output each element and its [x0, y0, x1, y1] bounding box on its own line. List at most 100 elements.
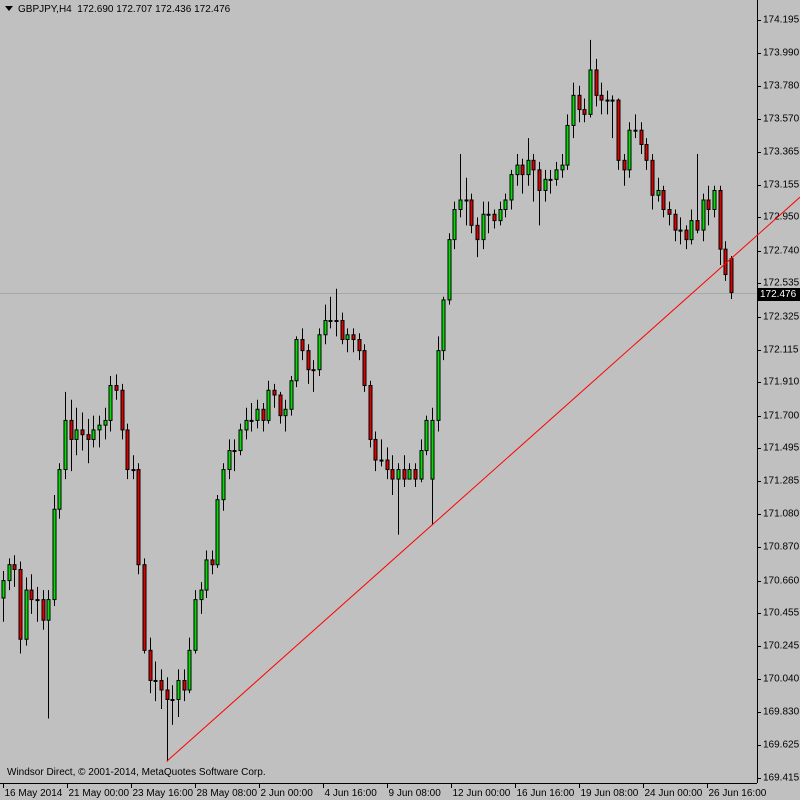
candle-body-bull	[656, 189, 661, 196]
candle-body-bull	[317, 334, 322, 371]
price-tick-label: 172.535	[763, 278, 800, 289]
candle-body-bull	[509, 174, 514, 201]
price-tick-label: 172.115	[763, 345, 799, 356]
candle-body-bull	[605, 99, 610, 102]
candle-body-bull	[515, 164, 520, 176]
candle-body-bear	[278, 394, 283, 417]
candle-body-bull	[424, 419, 429, 452]
candle-body-bull	[244, 419, 249, 431]
candle-body-bull	[498, 209, 503, 222]
candle-body-bear	[684, 229, 689, 241]
candle-body-bear	[673, 213, 678, 231]
candle-body-bear	[594, 69, 599, 96]
candle-body-bull	[52, 508, 57, 601]
candle-body-bear	[69, 419, 74, 440]
candle-body-bear	[357, 339, 362, 352]
candle-body-bear	[306, 350, 311, 371]
candle-body-bull	[131, 469, 136, 472]
candle-body-bull	[176, 679, 181, 701]
price-tick-label: 173.570	[763, 114, 800, 125]
candle-body-bear	[142, 564, 147, 651]
candle-body-bear	[695, 220, 700, 231]
candle-body-bear	[582, 109, 587, 115]
candle-body-bear	[182, 679, 187, 691]
time-tick-label: 12 Jun 00:00	[453, 788, 511, 799]
candle-body-bear	[12, 564, 17, 570]
chart-header: GBPJPY,H4 172.690 172.707 172.436 172.47…	[5, 4, 230, 15]
candle-body-bull	[419, 450, 424, 480]
candle-body-bull	[610, 99, 615, 102]
candle-body-bear	[531, 159, 536, 171]
candle-body-bear	[120, 389, 125, 431]
candle-body-bull	[97, 424, 102, 431]
price-tick-label: 173.365	[763, 147, 800, 158]
candle-body-bull	[323, 320, 328, 336]
candle-body-bear	[362, 350, 367, 387]
candle-body-bear	[272, 389, 277, 396]
candle-body-bull	[481, 213, 486, 241]
candle-body-bear	[114, 385, 119, 391]
candle-body-bull	[554, 169, 559, 180]
price-tick-label: 169.830	[763, 707, 800, 718]
candle-body-bear	[136, 469, 141, 566]
price-tick-label: 169.415	[763, 773, 800, 784]
candle-body-bull	[458, 199, 463, 210]
candle-body-bull	[548, 178, 553, 181]
candle-body-bear	[492, 213, 497, 222]
candle-body-bear	[469, 199, 474, 226]
candle-body-bull	[503, 199, 508, 210]
candle-body-bear	[373, 438, 378, 461]
candle-body-bull	[430, 419, 435, 480]
candle-body-bull	[407, 469, 412, 480]
candle-body-bear	[368, 385, 373, 440]
candle-body-bull	[712, 189, 717, 211]
price-tick-label: 170.040	[763, 674, 800, 685]
candle-body-bull	[345, 334, 350, 341]
candle-body-bull	[193, 599, 198, 651]
candle-body-bull	[447, 239, 452, 301]
candle-body-bear	[29, 589, 34, 601]
price-tick-label: 170.245	[763, 641, 800, 652]
time-tick-label: 23 May 16:00	[133, 788, 194, 799]
candle-body-bear	[125, 429, 130, 471]
candle-body-bear	[729, 258, 734, 294]
candle-body-bull	[689, 220, 694, 241]
candle-body-bear	[159, 679, 164, 691]
time-tick-label: 28 May 08:00	[197, 788, 258, 799]
time-tick-label: 4 Jun 16:00	[325, 788, 378, 799]
candle-body-bull	[153, 679, 158, 682]
candle-body-bull	[46, 599, 51, 621]
candle-body-bear	[723, 248, 728, 276]
time-tick-label: 2 Jun 00:00	[261, 788, 314, 799]
candle-body-bull	[24, 589, 29, 640]
candle-body-bull	[1, 580, 6, 599]
candle-body-bear	[41, 599, 46, 621]
candle-body-bull	[311, 369, 316, 372]
price-tick-label: 171.910	[763, 377, 800, 388]
candle-body-bull	[334, 320, 339, 323]
candle-body-bull	[588, 69, 593, 115]
candle-body-bear	[385, 459, 390, 471]
current-price-label: 172.476	[757, 288, 800, 301]
candle-body-bull	[187, 649, 192, 691]
candle-body-bear	[661, 189, 666, 211]
symbol-label: GBPJPY,H4	[18, 4, 72, 15]
candle-body-bull	[560, 164, 565, 171]
candle-body-bull	[565, 124, 570, 166]
price-tick-label: 172.325	[763, 312, 800, 323]
price-tick-label: 174.195	[763, 15, 800, 26]
candle-body-bull	[255, 408, 260, 421]
candle-body-bear	[148, 649, 153, 681]
candle-body-bear	[639, 129, 644, 145]
dropdown-triangle-icon[interactable]	[5, 6, 13, 11]
candle-body-bear	[413, 469, 418, 480]
candle-body-bull	[227, 450, 232, 471]
price-tick-label: 170.870	[763, 542, 800, 553]
candle-body-bull	[232, 450, 237, 453]
candle-body-bull	[396, 469, 401, 480]
candle-body-bear	[537, 169, 542, 191]
price-tick-label: 169.625	[763, 740, 800, 751]
time-tick-label: 16 May 2014	[5, 788, 63, 799]
candle-body-bear	[402, 469, 407, 480]
